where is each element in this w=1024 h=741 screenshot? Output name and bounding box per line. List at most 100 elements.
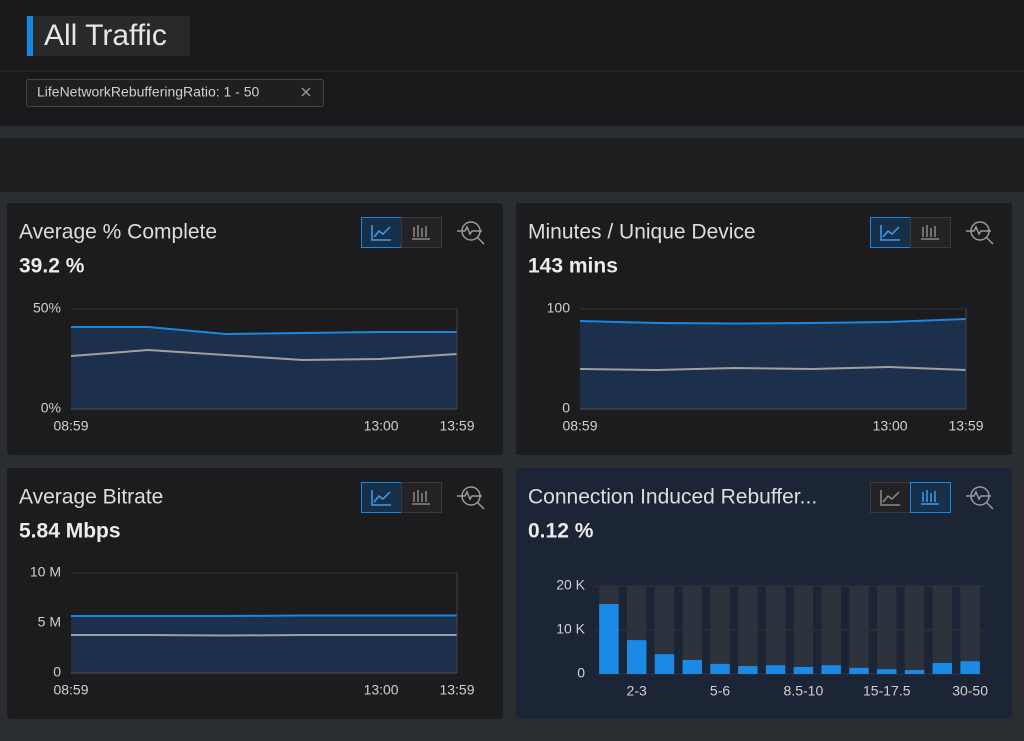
bar-track (682, 586, 702, 674)
bar (626, 640, 647, 674)
y-tick-label: 0 (577, 665, 585, 681)
line (579, 318, 967, 325)
filter-label: LifeNetworkRebufferingRatio: 1 - 50 (37, 84, 260, 100)
bar (765, 665, 786, 674)
x-tick-label: 13:59 (948, 418, 983, 434)
bar-track (793, 586, 814, 674)
y-tick-label: 0 (53, 664, 61, 680)
bar-track (765, 586, 786, 674)
zoom-icon (966, 490, 994, 510)
bar (849, 667, 869, 674)
title-box (26, 16, 190, 56)
panel-title: Connection Induced Rebuffer... (528, 486, 817, 509)
y-tick-label: 20 K (556, 577, 585, 593)
bar (654, 654, 675, 674)
line-view-button[interactable] (361, 482, 402, 513)
bar-track (960, 586, 980, 674)
line-icon (880, 490, 900, 506)
zoom-button[interactable] (966, 221, 994, 245)
x-tick-label: 13:00 (873, 418, 908, 434)
button-frame (870, 217, 911, 248)
title-accent (27, 16, 33, 56)
bar (599, 604, 619, 674)
line (71, 634, 457, 637)
x-tick-label: 08:59 (53, 682, 88, 698)
zoom-button[interactable] (966, 486, 994, 510)
bar-icon (412, 225, 430, 240)
bar (960, 661, 980, 674)
zoom-icon (457, 225, 485, 245)
x-tick-label: 8.5-10 (784, 683, 824, 699)
bar-track (738, 586, 758, 674)
y-tick-label: 0% (41, 400, 61, 416)
filter-chip[interactable] (26, 79, 324, 107)
x-tick-label: 13:00 (364, 682, 399, 698)
line (579, 365, 967, 372)
zoom-icon (966, 225, 994, 245)
bar-view-button[interactable] (401, 482, 442, 513)
bar-icon (412, 490, 430, 505)
bar-view-button[interactable] (910, 482, 951, 513)
panel-title: Average % Complete (19, 221, 217, 244)
zoom-icon (457, 490, 485, 510)
y-tick-label: 100 (547, 300, 571, 316)
bar (904, 670, 925, 674)
panel-value: 143 mins (528, 255, 618, 278)
panel-value: 5.84 Mbps (19, 520, 121, 543)
line (71, 614, 457, 617)
line (71, 326, 457, 336)
area (580, 319, 966, 409)
bar-icon (921, 490, 939, 505)
bar (738, 666, 758, 674)
bar (932, 663, 953, 674)
line-view-button[interactable] (870, 482, 911, 513)
bar (682, 659, 702, 674)
line-icon (371, 490, 391, 506)
x-tick-label: 30-50 (952, 683, 988, 699)
line-view-button[interactable] (870, 217, 911, 248)
x-tick-label: 08:59 (562, 418, 597, 434)
chip-close[interactable] (301, 87, 311, 97)
x-tick-label: 13:59 (439, 418, 474, 434)
bar-view-button[interactable] (401, 217, 442, 248)
zoom-button[interactable] (457, 221, 485, 245)
bar-track (821, 586, 841, 674)
bar-track (904, 586, 925, 674)
y-tick-label: 50% (33, 300, 61, 316)
bar (877, 669, 897, 674)
panel-value: 0.12 % (528, 520, 594, 543)
toolbar-band (0, 138, 1024, 192)
bar-track (849, 586, 869, 674)
bar-track (654, 586, 675, 674)
bar-track (710, 586, 730, 674)
x-tick-label: 5-6 (710, 683, 730, 699)
bar (710, 663, 730, 674)
bar-track (932, 586, 953, 674)
y-tick-label: 10 K (556, 621, 585, 637)
x-tick-label: 13:59 (439, 682, 474, 698)
bar-view-button[interactable] (910, 217, 951, 248)
panel-title: Minutes / Unique Device (528, 221, 756, 244)
x-tick-label: 2-3 (627, 683, 647, 699)
x-tick-label: 13:00 (364, 418, 399, 434)
y-tick-label: 0 (562, 400, 570, 416)
line (70, 348, 458, 362)
line-icon (371, 225, 391, 241)
area (71, 327, 457, 409)
bar (821, 665, 841, 674)
bar (793, 666, 814, 674)
panel-title: Average Bitrate (19, 486, 163, 509)
bar-icon (921, 225, 939, 240)
bar-track (877, 586, 897, 674)
line-view-button[interactable] (361, 217, 402, 248)
x-tick-label: 08:59 (53, 418, 88, 434)
y-tick-label: 10 M (30, 564, 61, 580)
x-tick-label: 15-17.5 (863, 683, 911, 699)
zoom-button[interactable] (457, 486, 485, 510)
panel-value: 39.2 % (19, 255, 85, 278)
line-icon (880, 225, 900, 241)
page-title: All Traffic (44, 19, 167, 52)
area (71, 615, 457, 673)
